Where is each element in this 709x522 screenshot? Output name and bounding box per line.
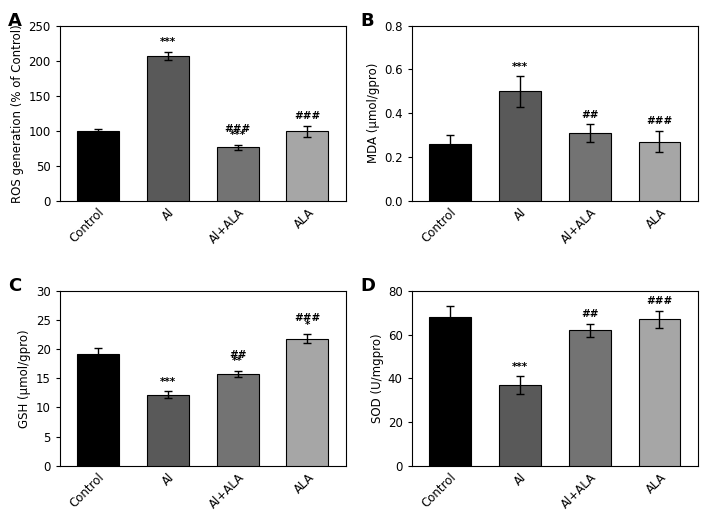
Bar <box>499 91 541 200</box>
Bar <box>217 147 259 200</box>
Bar <box>569 330 610 466</box>
Text: ##: ## <box>581 310 598 319</box>
Text: C: C <box>8 277 21 295</box>
Bar <box>499 385 541 466</box>
Text: ##: ## <box>229 350 246 360</box>
Y-axis label: GSH (μmol/gpro): GSH (μmol/gpro) <box>18 329 31 428</box>
Bar <box>429 144 471 200</box>
Bar <box>147 395 189 466</box>
Y-axis label: SOD (U/mgpro): SOD (U/mgpro) <box>371 334 384 423</box>
Text: ***: *** <box>512 62 528 72</box>
Text: ***: *** <box>230 130 245 140</box>
Text: D: D <box>360 277 375 295</box>
Y-axis label: ROS generation (% of Control): ROS generation (% of Control) <box>11 24 24 203</box>
Bar <box>639 319 681 466</box>
Text: **: ** <box>233 357 243 366</box>
Bar <box>77 354 119 466</box>
Text: ###: ### <box>225 124 251 134</box>
Text: B: B <box>360 11 374 30</box>
Bar <box>286 132 328 200</box>
Text: ###: ### <box>647 116 673 126</box>
Text: ###: ### <box>647 296 673 306</box>
Text: ###: ### <box>294 111 320 121</box>
Text: ##: ## <box>581 110 598 120</box>
Bar <box>639 141 681 200</box>
Bar <box>429 317 471 466</box>
Text: A: A <box>8 11 22 30</box>
Text: ***: *** <box>160 377 176 387</box>
Bar <box>147 56 189 200</box>
Bar <box>286 339 328 466</box>
Y-axis label: MDA (μmol/gpro): MDA (μmol/gpro) <box>367 63 380 163</box>
Bar <box>217 374 259 466</box>
Text: ***: *** <box>160 37 176 47</box>
Text: ###: ### <box>294 313 320 323</box>
Bar <box>77 130 119 200</box>
Text: *: * <box>305 319 310 330</box>
Bar <box>569 133 610 200</box>
Text: ***: *** <box>512 362 528 372</box>
